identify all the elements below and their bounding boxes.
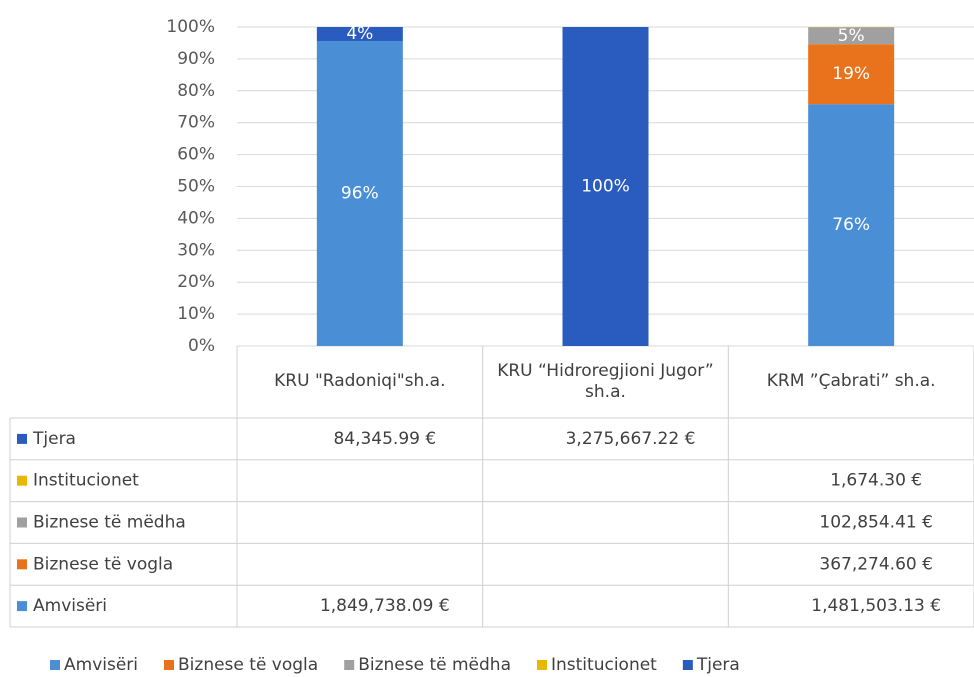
- legend-key: [344, 660, 355, 670]
- data-label: 5%: [838, 26, 865, 46]
- bar-segment: [808, 44, 895, 105]
- table-value: 1,674.30 €: [830, 471, 922, 491]
- legend-key: [164, 660, 175, 670]
- legend-key: [682, 660, 693, 670]
- y-tick-label: 90%: [177, 49, 215, 69]
- row-key: [17, 517, 27, 528]
- table-value: 1,849,738.09 €: [320, 596, 450, 616]
- y-tick-label: 70%: [177, 113, 215, 133]
- y-tick-label: 80%: [177, 81, 215, 101]
- table-value: 1,481,503.13 €: [811, 596, 941, 616]
- table-value: 102,854.41 €: [819, 513, 933, 533]
- bar-segment: [808, 104, 895, 346]
- table-value: 84,345.99 €: [333, 429, 436, 449]
- category-cell: KRM ”Çabrati” sh.a.: [766, 371, 936, 392]
- y-tick-label: 30%: [177, 240, 215, 260]
- table-value: 367,274.60 €: [819, 554, 933, 574]
- x-tick-label: KRU "Radoniqi"sh.a.: [274, 371, 446, 392]
- legend-label: Biznese të vogla: [178, 655, 318, 675]
- data-label: 100%: [581, 177, 630, 197]
- row-label: Amvisëri: [33, 596, 107, 616]
- x-tick-label: KRU “Hidroregjioni Jugor” sh.a.: [497, 360, 714, 402]
- row-key: [17, 601, 27, 612]
- legend-key: [50, 660, 60, 670]
- row-key: [17, 433, 27, 444]
- row-label: Tjera: [32, 429, 76, 449]
- y-tick-label: 60%: [177, 145, 215, 165]
- data-label: 4%: [346, 24, 373, 44]
- row-key: [17, 475, 27, 486]
- legend-label: Institucionet: [551, 655, 657, 675]
- row-key: [17, 559, 27, 570]
- y-tick-label: 100%: [166, 17, 215, 37]
- y-tick-label: 0%: [188, 336, 215, 356]
- category-cell: KRU "Radoniqi"sh.a.: [274, 371, 446, 392]
- category-cell: KRU “Hidroregjioni Jugor” sh.a.: [497, 360, 714, 402]
- row-label: Institucionet: [33, 471, 139, 491]
- data-label: 76%: [832, 215, 870, 235]
- y-tick-label: 20%: [177, 272, 215, 292]
- bar-segment: [562, 27, 649, 346]
- legend-label: Tjera: [696, 655, 740, 675]
- bar-segment: [316, 27, 403, 42]
- row-label: Biznese të mëdha: [33, 513, 186, 533]
- y-tick-label: 50%: [177, 177, 215, 197]
- y-tick-label: 40%: [177, 208, 215, 228]
- data-label: 96%: [341, 184, 379, 204]
- x-tick-label: KRM ”Çabrati” sh.a.: [766, 371, 936, 392]
- data-label: 19%: [832, 64, 870, 84]
- legend-label: Amvisëri: [64, 655, 138, 675]
- bar-segment: [808, 27, 895, 45]
- table-value: 3,275,667.22 €: [566, 429, 696, 449]
- y-tick-label: 10%: [177, 304, 215, 324]
- legend-label: Biznese të mëdha: [358, 655, 511, 675]
- legend-key: [537, 660, 547, 670]
- bar-segment: [316, 41, 403, 346]
- row-label: Biznese të vogla: [33, 554, 173, 574]
